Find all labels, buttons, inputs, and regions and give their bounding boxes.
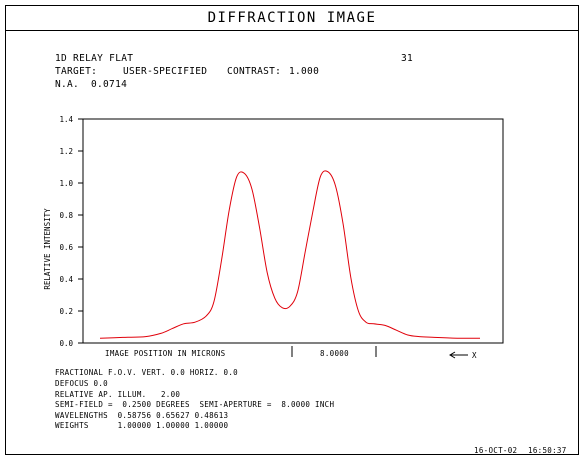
- contrast-label: CONTRAST:: [227, 66, 282, 77]
- info-wavelengths: WAVELENGTHS 0.58756 0.65627 0.48613: [55, 411, 229, 420]
- x-direction-label: X: [472, 351, 477, 360]
- contrast-value: 1.000: [289, 66, 320, 77]
- y-tick-label-5: 1.0: [59, 179, 73, 188]
- footer-date: 16-OCT-02: [474, 446, 518, 455]
- plot-area: [82, 118, 504, 344]
- arrow-left-icon: [449, 351, 468, 359]
- position-value: 8.0000: [320, 349, 349, 358]
- surface-number: 31: [401, 53, 414, 64]
- y-tick-label-6: 1.2: [59, 147, 73, 156]
- footer-time: 16:50:37: [528, 446, 567, 455]
- info-fov: FRACTIONAL F.O.V. VERT. 0.0 HORIZ. 0.0: [55, 368, 238, 377]
- y-tick-label-2: 0.4: [59, 275, 73, 284]
- info-weights: WEIGHTS 1.00000 1.00000 1.00000: [55, 421, 229, 430]
- na-label: N.A.: [55, 79, 80, 90]
- plot-frame: [5, 5, 579, 455]
- y-tick-label-7: 1.4: [59, 115, 73, 124]
- info-defocus: DEFOCUS 0.0: [55, 379, 108, 388]
- y-tick-label-4: 0.8: [59, 211, 73, 220]
- position-label: IMAGE POSITION IN MICRONS: [105, 349, 226, 358]
- info-illum: RELATIVE AP. ILLUM. 2.00: [55, 390, 181, 399]
- target-label: TARGET:: [55, 66, 98, 77]
- y-axis-label: RELATIVE INTENSITY: [43, 208, 52, 290]
- na-value: 0.0714: [91, 79, 128, 90]
- info-semifield: SEMI-FIELD = 0.2500 DEGREES SEMI-APERTUR…: [55, 400, 335, 409]
- lens-name: 1D RELAY FLAT: [55, 53, 134, 64]
- target-value: USER-SPECIFIED: [123, 66, 208, 77]
- y-tick-label-1: 0.2: [59, 307, 73, 316]
- y-tick-label-0: 0.0: [59, 339, 73, 348]
- page-title: DIFFRACTION IMAGE: [5, 5, 579, 31]
- intensity-curve-0: [99, 170, 481, 339]
- y-tick-label-3: 0.6: [59, 243, 73, 252]
